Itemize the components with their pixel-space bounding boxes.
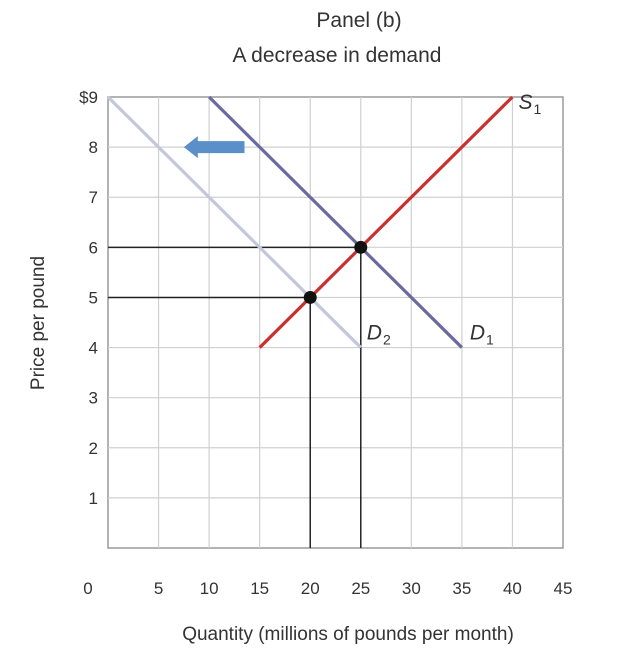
y-axis-title: Price per pound — [28, 256, 49, 390]
chart-subtitle: A decrease in demand — [233, 44, 442, 67]
equilibrium-point-1 — [354, 240, 368, 254]
equilibrium-point-2 — [303, 290, 317, 304]
x-tick-label-5: 5 — [154, 579, 163, 598]
x-axis-title: Quantity (millions of pounds per month) — [182, 624, 514, 645]
x-tick-label-0: 0 — [83, 579, 92, 598]
x-tick-label-30: 30 — [402, 579, 421, 598]
shift-arrow — [183, 136, 245, 159]
x-tick-label-25: 25 — [351, 579, 370, 598]
y-tick-label-6: 6 — [89, 238, 98, 257]
equilibrium-points — [303, 240, 368, 304]
y-tick-label-5: 5 — [89, 288, 98, 307]
y-tick-label-1: 1 — [89, 489, 98, 508]
x-tick-label-45: 45 — [554, 579, 573, 598]
left-arrow-icon — [183, 136, 245, 159]
curves — [106, 95, 514, 349]
curve-label-d2: D2 — [367, 322, 391, 348]
x-tick-label-35: 35 — [452, 579, 471, 598]
y-axis-ticks: 1 2 3 4 5 6 7 8 $9 — [79, 88, 98, 508]
curve-label-d1: D1 — [470, 322, 494, 348]
equilibrium-guide-lines — [108, 246, 362, 548]
y-tick-label-8: 8 — [89, 138, 98, 157]
y-tick-label-7: 7 — [89, 188, 98, 207]
y-tick-label-9: $9 — [79, 88, 98, 107]
curve-d1 — [207, 95, 464, 349]
curve-label-s1: S1 — [518, 91, 541, 117]
y-tick-label-2: 2 — [89, 439, 98, 458]
x-tick-label-40: 40 — [503, 579, 522, 598]
chart-title: Panel (b) — [316, 9, 401, 32]
x-tick-label-10: 10 — [200, 579, 219, 598]
y-tick-label-3: 3 — [89, 389, 98, 408]
y-tick-label-4: 4 — [89, 339, 98, 358]
x-tick-label-20: 20 — [301, 579, 320, 598]
x-axis-ticks: 0 5 10 15 20 25 30 35 40 45 — [83, 579, 572, 598]
x-tick-label-15: 15 — [250, 579, 269, 598]
curve-s1 — [258, 95, 514, 349]
curve-labels: S1 D1 D2 — [367, 91, 542, 348]
curve-d2 — [106, 95, 362, 349]
